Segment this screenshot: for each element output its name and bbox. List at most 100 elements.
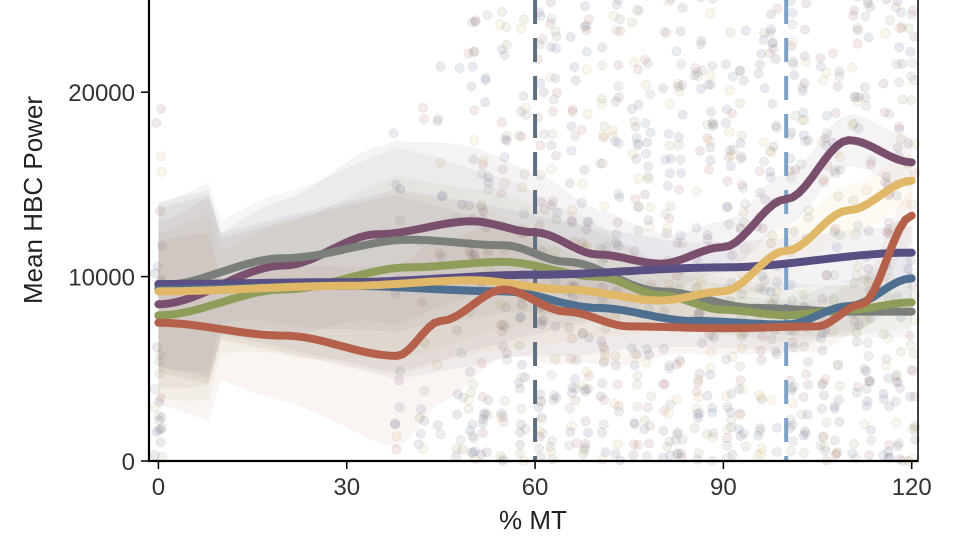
data-point — [707, 121, 718, 132]
data-point — [864, 375, 875, 386]
data-point — [831, 242, 842, 253]
x-tick-label: 60 — [522, 474, 549, 501]
data-point — [861, 400, 872, 411]
data-point — [596, 93, 607, 104]
data-point — [567, 333, 578, 344]
data-point — [829, 165, 840, 176]
data-point — [419, 415, 430, 426]
data-point — [550, 26, 561, 37]
data-point — [691, 403, 702, 414]
data-point — [865, 2, 876, 12]
data-point — [550, 73, 561, 84]
data-point — [632, 370, 643, 381]
data-point — [759, 274, 770, 285]
data-point — [499, 50, 510, 61]
data-point — [495, 319, 506, 330]
data-point — [733, 424, 744, 435]
data-point — [566, 353, 577, 364]
data-point — [849, 5, 860, 16]
data-point — [501, 348, 512, 359]
data-point — [896, 7, 907, 18]
data-point — [495, 19, 506, 30]
data-point — [435, 429, 446, 440]
data-point — [496, 44, 507, 55]
data-point — [832, 191, 843, 202]
data-point — [498, 320, 509, 331]
data-point — [689, 70, 700, 81]
data-point — [629, 348, 640, 359]
data-point — [696, 275, 707, 286]
data-point — [860, 11, 871, 22]
data-point — [829, 401, 840, 412]
data-point — [803, 379, 814, 390]
data-point — [788, 56, 799, 67]
data-point — [468, 154, 479, 165]
data-point — [821, 270, 832, 281]
data-point — [768, 141, 779, 152]
data-point — [436, 190, 447, 201]
data-point — [482, 409, 493, 420]
data-point — [631, 153, 642, 164]
data-point — [756, 448, 767, 459]
data-point — [663, 0, 674, 7]
data-point — [535, 11, 546, 22]
data-point — [735, 431, 746, 442]
data-point — [893, 377, 904, 388]
data-point — [658, 343, 669, 354]
data-point — [884, 439, 895, 450]
data-point — [451, 325, 462, 336]
data-point — [866, 435, 877, 446]
data-point — [664, 436, 675, 447]
data-point — [727, 351, 738, 362]
data-point — [567, 217, 578, 228]
data-point — [725, 407, 736, 418]
data-point — [642, 58, 653, 69]
data-point — [908, 348, 919, 359]
data-point — [848, 195, 859, 206]
data-point — [534, 443, 545, 454]
data-point — [467, 17, 478, 28]
data-point — [611, 237, 622, 248]
data-point — [567, 388, 578, 399]
data-point — [152, 261, 163, 272]
data-point — [547, 435, 558, 446]
data-point — [694, 408, 705, 419]
data-point — [909, 391, 920, 402]
data-point — [672, 237, 683, 248]
data-point — [564, 403, 575, 414]
data-point — [610, 350, 621, 361]
data-point — [536, 397, 547, 408]
data-point — [578, 327, 589, 338]
data-point — [515, 312, 526, 323]
data-point — [817, 293, 828, 304]
data-point — [851, 387, 862, 398]
data-point — [391, 431, 402, 442]
data-point — [520, 103, 531, 114]
data-point — [154, 397, 165, 408]
data-point — [476, 199, 487, 210]
data-point — [769, 293, 780, 304]
data-point — [892, 142, 903, 153]
data-point — [501, 39, 512, 50]
data-point — [770, 346, 781, 357]
data-point — [514, 340, 525, 351]
data-point — [833, 360, 844, 371]
data-point — [756, 392, 767, 403]
data-point — [884, 401, 895, 412]
data-point — [771, 446, 782, 457]
data-point — [726, 388, 737, 399]
data-point — [854, 92, 865, 103]
data-point — [863, 225, 874, 236]
data-point — [696, 0, 706, 3]
data-point — [768, 43, 779, 54]
data-point — [722, 402, 733, 413]
data-point — [787, 419, 798, 430]
data-point — [519, 169, 530, 180]
data-point — [583, 14, 594, 25]
data-point — [518, 14, 529, 25]
data-point — [863, 263, 874, 274]
data-point — [153, 410, 164, 421]
data-point — [847, 62, 858, 73]
data-point — [707, 402, 718, 413]
data-point — [738, 182, 749, 193]
